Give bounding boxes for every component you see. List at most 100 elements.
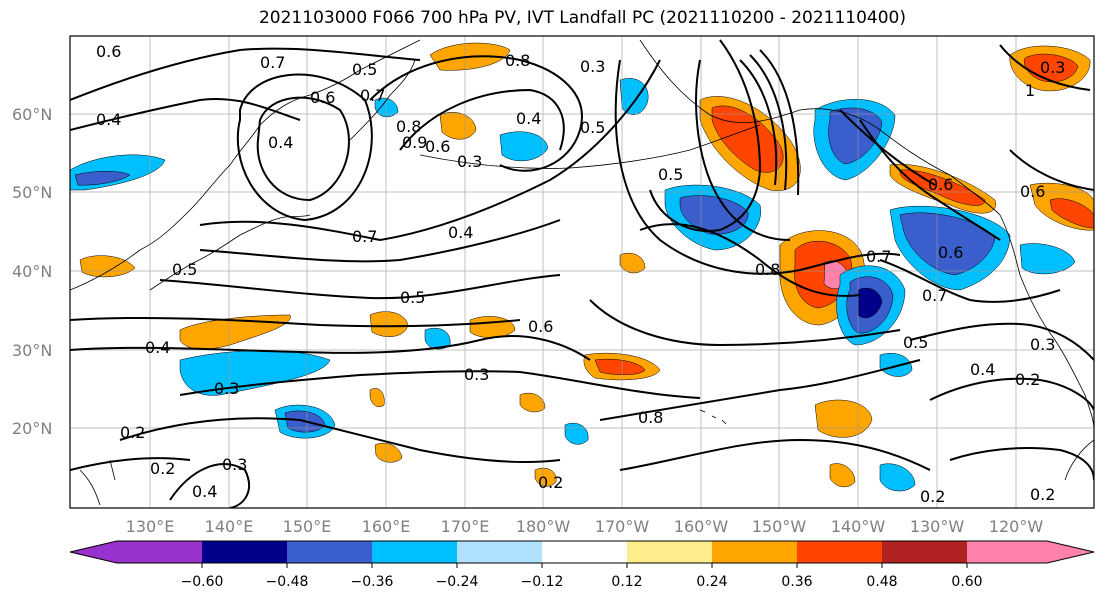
shading-layer — [70, 42, 1094, 492]
coastline-mexico — [1064, 439, 1094, 481]
contour-label: 0.7 — [360, 86, 385, 105]
colorbar-label: 0.12 — [611, 574, 642, 590]
coastline-aleutians — [419, 124, 761, 169]
shade-pos — [79, 255, 136, 278]
contour-label: 0.8 — [638, 408, 663, 427]
contour-line — [369, 55, 583, 172]
contour-line — [619, 438, 931, 471]
lat-label: 30°N — [12, 341, 52, 360]
contour-label: 0.8 — [396, 117, 421, 136]
contour-label: 0.9 — [402, 133, 427, 152]
shade-neg — [857, 287, 883, 319]
shade-pos — [519, 392, 546, 413]
shade-neg — [619, 78, 649, 115]
contour-line — [399, 88, 565, 151]
contour-line — [999, 44, 1091, 91]
lon-label: 150°E — [283, 517, 332, 536]
colorbar-label: 0.36 — [781, 574, 812, 590]
contour-label: 0.3 — [464, 365, 489, 384]
colorbar-swatch-0 — [70, 541, 117, 563]
shade-pos — [369, 311, 409, 337]
shade-neg — [74, 171, 131, 186]
lat-label: 40°N — [12, 262, 52, 281]
contour-line — [879, 259, 1061, 303]
lon-label: 160°E — [362, 517, 411, 536]
contour-label: 0.3 — [222, 455, 247, 474]
contour-line — [614, 59, 901, 275]
contour-line — [759, 49, 800, 196]
contour-line — [70, 47, 421, 101]
shade-pos — [711, 105, 784, 173]
contour-line — [199, 59, 661, 242]
colorbar-label: −0.24 — [436, 574, 479, 590]
contour-label: 0.3 — [1040, 58, 1065, 77]
colorbar-swatch-10 — [882, 541, 967, 563]
contour-label: 0.2 — [538, 473, 563, 492]
map-title: 2021103000 F066 700 hPa PV, IVT Landfall… — [258, 8, 906, 28]
contour-line — [1009, 149, 1094, 191]
contour-label: 0.5 — [172, 260, 197, 279]
coastline-asia — [70, 39, 421, 291]
contour-label: 0.4 — [192, 482, 217, 501]
colorbar-swatch-12 — [1047, 541, 1094, 563]
contour-label: 0.4 — [145, 338, 170, 357]
shade-neg — [828, 107, 883, 165]
contour-line — [639, 223, 861, 297]
contour-line — [169, 463, 250, 508]
lon-label: 130°W — [910, 517, 965, 536]
lon-label: 160°W — [674, 517, 729, 536]
shade-pos — [1049, 198, 1094, 229]
contour-label: 0.7 — [260, 53, 285, 72]
coastline-philippines — [79, 459, 116, 506]
shade-pos — [829, 463, 856, 488]
contour-label: 0.6 — [96, 42, 121, 61]
shade-pos — [534, 467, 557, 487]
contour-line — [929, 377, 1094, 411]
lat-label: 50°N — [12, 183, 52, 202]
colorbar-swatch-5 — [457, 541, 542, 563]
contour-label: 0.2 — [920, 487, 945, 506]
colorbar-swatch-7 — [627, 541, 712, 563]
contour-label: 0.7 — [866, 247, 891, 266]
plot-frame — [69, 35, 1095, 509]
lon-label: 140°W — [831, 517, 886, 536]
lon-label: 120°W — [989, 517, 1044, 536]
ivt-contours — [70, 39, 1094, 508]
contour-label: 0.5 — [580, 118, 605, 137]
shade-pos — [594, 358, 646, 375]
colorbar-label: 0.60 — [951, 574, 982, 590]
colorbar-label: 0.48 — [866, 574, 897, 590]
contour-label: 0.7 — [922, 286, 947, 305]
shade-pos — [469, 316, 516, 338]
shade-pos — [899, 169, 986, 206]
contour-label: 0.6 — [938, 243, 963, 262]
lat-label: 20°N — [12, 419, 52, 438]
colorbar-swatch-8 — [712, 541, 797, 563]
contour-line — [749, 54, 788, 191]
contour-line — [256, 96, 350, 202]
lon-label: 140°E — [205, 517, 254, 536]
colorbar-swatch-2 — [202, 541, 287, 563]
lon-label: 170°W — [595, 517, 650, 536]
contour-label: 0.5 — [400, 288, 425, 307]
contour-label: 0.2 — [1030, 485, 1055, 504]
contour-label: 0.8 — [505, 51, 530, 70]
contour-line — [739, 59, 778, 186]
shade-pos — [369, 388, 385, 408]
contour-line — [70, 316, 521, 328]
shade-pos — [439, 112, 477, 140]
contour-label: 0.8 — [755, 260, 780, 279]
colorbar-swatch-6 — [542, 541, 627, 563]
colorbar-outline — [69, 540, 1095, 564]
contour-label: 0.3 — [457, 152, 482, 171]
coastline-alaska — [639, 39, 1001, 216]
shade-neg — [499, 131, 549, 162]
shade-pos — [619, 252, 646, 274]
shade-neg — [899, 212, 996, 276]
contour-label: 0.7 — [352, 227, 377, 246]
contour-line — [695, 59, 791, 241]
coastline-na-west — [999, 214, 1094, 431]
contour-label: 0.6 — [928, 175, 953, 194]
contour-label: 0.4 — [516, 109, 541, 128]
